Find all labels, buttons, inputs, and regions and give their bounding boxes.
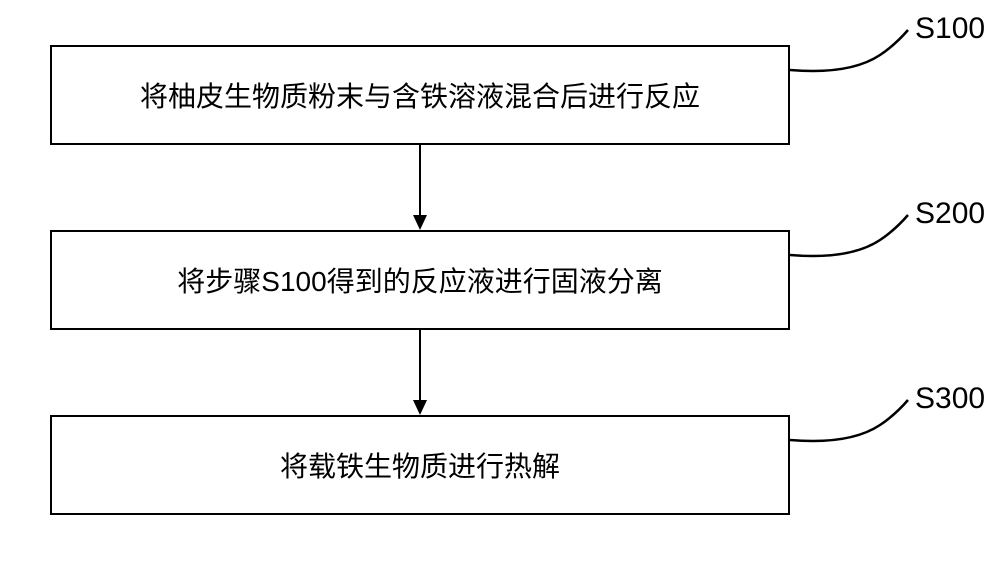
step-label-s300: S300 — [915, 382, 985, 416]
step-label-s200: S200 — [915, 197, 985, 231]
step-label-s100: S100 — [915, 12, 985, 46]
connector-curve-s200 — [790, 210, 915, 265]
connector-curve-s300 — [790, 395, 915, 450]
connector-curve-s100 — [790, 25, 915, 80]
arrow-s200-s300 — [410, 330, 430, 417]
step-box-s100: 将柚皮生物质粉末与含铁溶液混合后进行反应 — [50, 45, 790, 145]
step-box-s200: 将步骤S100得到的反应液进行固液分离 — [50, 230, 790, 330]
step-box-s300: 将载铁生物质进行热解 — [50, 415, 790, 515]
step-text: 将柚皮生物质粉末与含铁溶液混合后进行反应 — [130, 75, 710, 115]
flowchart-container: 将柚皮生物质粉末与含铁溶液混合后进行反应 S100 将步骤S100得到的反应液进… — [0, 0, 1000, 565]
arrow-s100-s200 — [410, 145, 430, 232]
step-text: 将步骤S100得到的反应液进行固液分离 — [167, 260, 672, 300]
step-text: 将载铁生物质进行热解 — [270, 445, 570, 485]
